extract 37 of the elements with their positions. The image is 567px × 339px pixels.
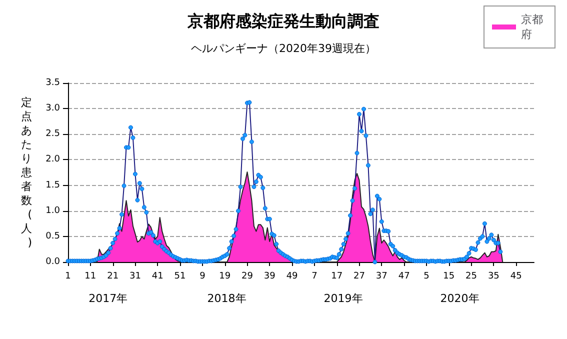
x-tick-label: 27	[354, 272, 365, 282]
y-tick-label: 3.0	[46, 104, 60, 114]
x-tick-label: 37	[376, 272, 388, 282]
legend-label: 京都府	[521, 13, 543, 41]
x-tick-label: 45	[510, 272, 522, 282]
x-tick-label: 51	[174, 272, 186, 282]
y-tick-label: 0.5	[46, 231, 60, 242]
y-tick-label: 0.0	[46, 257, 60, 267]
x-tick-label: 39	[264, 272, 276, 282]
y-tick-label: 1.5	[46, 180, 60, 190]
chart-title: 京都府感染症発生動向調査	[186, 12, 380, 30]
x-tick-label: 15	[443, 272, 455, 282]
x-tick-label: 9	[200, 272, 206, 282]
x-tick-label: 41	[152, 272, 164, 282]
text: 2017年	[88, 292, 128, 305]
x-tick-label: 11	[84, 272, 96, 282]
y-tick-label: 3.5	[46, 78, 60, 88]
x-tick-label: 35	[488, 272, 500, 282]
text: 定点あたり患者数(人)	[21, 96, 32, 249]
chart-subtitle: ヘルパンギーナ（2020年39週現在）	[191, 42, 376, 55]
x-tick-label: 29	[242, 272, 254, 282]
x-tick-label: 21	[107, 272, 119, 282]
x-tick-label: 49	[286, 272, 298, 282]
x-tick-label: 17	[331, 272, 343, 282]
text: 2020年	[440, 292, 480, 305]
x-tick-label: 31	[129, 272, 141, 282]
text: 2018年	[207, 292, 246, 305]
text: 2019年	[324, 292, 363, 305]
x-tick-label: 19	[219, 272, 231, 282]
x-tick-label: 1	[65, 272, 71, 282]
x-tick-label: 5	[424, 272, 430, 282]
y-tick-label: 2.5	[46, 129, 60, 140]
x-tick-label: 47	[398, 272, 410, 282]
y-tick-label: 2.0	[46, 154, 60, 165]
x-tick-label: 25	[466, 272, 477, 282]
y-tick-label: 1.0	[46, 206, 60, 216]
x-tick-label: 7	[312, 272, 318, 282]
